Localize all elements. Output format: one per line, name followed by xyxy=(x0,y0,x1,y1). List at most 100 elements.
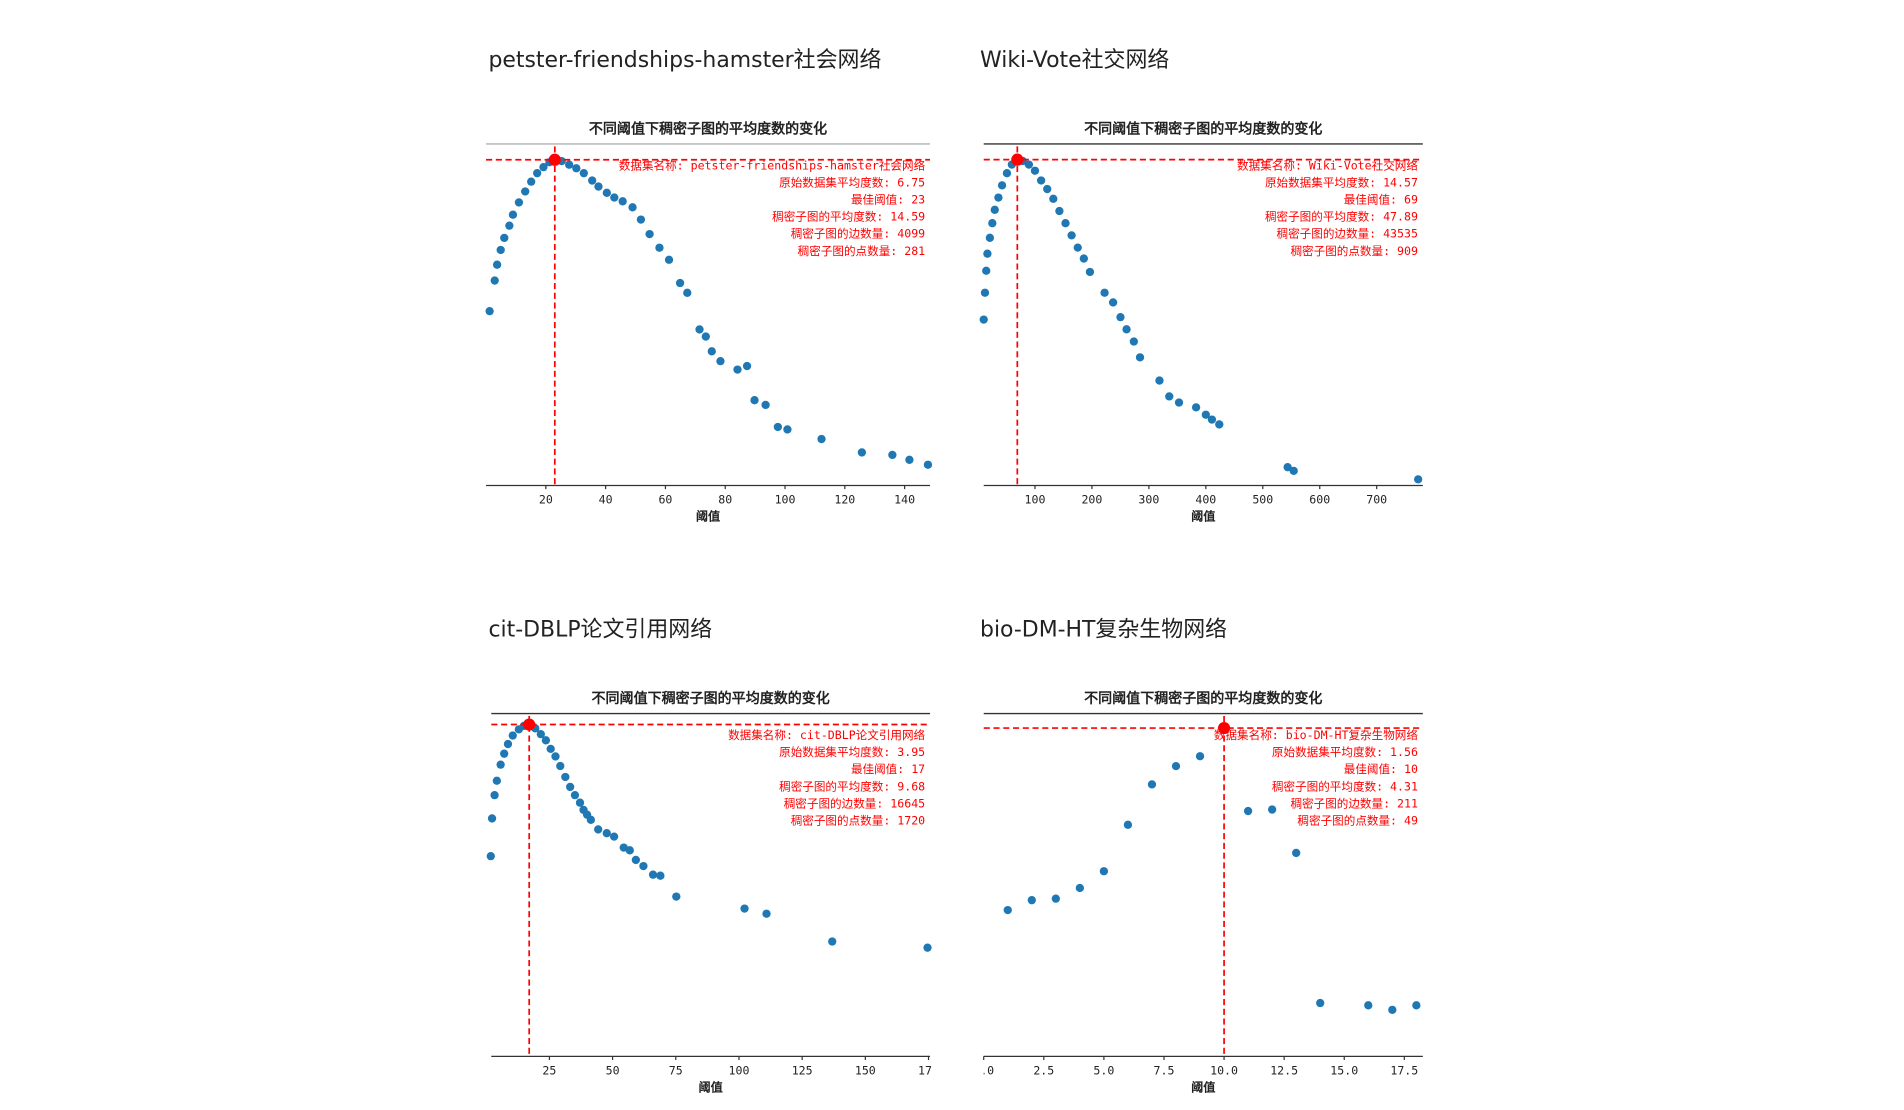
data-point xyxy=(664,255,674,264)
data-point xyxy=(541,736,551,745)
x-tick-label: 125 xyxy=(792,1063,813,1077)
data-point xyxy=(983,249,992,258)
data-point xyxy=(1174,398,1184,407)
data-point xyxy=(1067,231,1076,240)
data-point xyxy=(762,909,771,918)
data-point xyxy=(602,829,611,838)
data-point xyxy=(707,347,716,356)
data-point xyxy=(500,749,509,758)
data-point xyxy=(1195,752,1205,761)
data-point xyxy=(1085,267,1095,277)
x-tick-label: 50 xyxy=(606,1063,620,1077)
data-point xyxy=(1201,410,1210,419)
annotation: 数据集名称: petster-friendships-hamster社会网络 xyxy=(619,158,926,172)
data-point xyxy=(1030,166,1040,175)
data-point xyxy=(521,187,530,196)
data-point xyxy=(505,221,514,230)
annotation: 原始数据集平均度数: 1.56 xyxy=(1272,745,1418,759)
data-point xyxy=(1100,288,1109,297)
best-point xyxy=(1011,153,1024,166)
data-point xyxy=(740,904,749,913)
chart-title: 不同阈值下稠密子图的平均度数的变化 xyxy=(592,690,830,707)
data-point xyxy=(490,791,499,800)
chart-title: 不同阈值下稠密子图的平均度数的变化 xyxy=(589,120,827,137)
annotation: 数据集名称: cit-DBLP论文引用网络 xyxy=(728,728,925,742)
data-point xyxy=(586,815,596,824)
annotation: 稠密子图的点数量: 49 xyxy=(1297,813,1418,827)
data-point xyxy=(1316,998,1325,1008)
x-tick-label: 175 xyxy=(918,1063,939,1077)
best-point xyxy=(1217,721,1231,735)
data-point xyxy=(982,266,991,275)
data-point xyxy=(1051,894,1060,903)
data-point xyxy=(1073,243,1082,252)
data-point xyxy=(1414,475,1423,484)
data-point xyxy=(1135,353,1145,362)
x-tick-label: 7.5 xyxy=(1154,1063,1175,1077)
data-point xyxy=(486,852,495,861)
x-tick-label: 0.0 xyxy=(973,1063,994,1077)
data-point xyxy=(536,729,545,739)
x-tick-label: 17.5 xyxy=(1390,1063,1418,1077)
x-tick-label: 100 xyxy=(775,493,796,507)
section-heading: Wiki-Vote社交网络 xyxy=(980,48,1169,73)
data-point xyxy=(565,782,575,792)
x-tick-label: 140 xyxy=(894,493,915,507)
data-point xyxy=(514,198,524,207)
data-point xyxy=(546,744,555,754)
data-point xyxy=(923,460,933,469)
data-point xyxy=(570,791,580,800)
data-point xyxy=(639,861,648,871)
data-point xyxy=(508,731,517,740)
data-point xyxy=(527,177,536,186)
data-point xyxy=(1123,820,1133,829)
data-point xyxy=(508,210,518,219)
x-axis-label: 阈值 xyxy=(696,509,720,524)
x-tick-label: 25 xyxy=(542,1063,556,1077)
x-tick-labels: 0.0 2.5 5.0 7.5 10.0 12.5 15.0 17.5 xyxy=(973,1063,1419,1077)
data-point xyxy=(1027,896,1036,905)
data-point xyxy=(565,160,574,169)
chart-title: 不同阈值下稠密子图的平均度数的变化 xyxy=(1084,690,1322,707)
data-point xyxy=(1267,805,1277,814)
x-axis-label: 阈值 xyxy=(1191,1080,1215,1095)
data-point xyxy=(988,219,997,228)
data-point xyxy=(1129,337,1138,346)
section-heading: bio-DM-HT复杂生物网络 xyxy=(980,618,1227,643)
data-point xyxy=(997,181,1007,190)
annotation: 稠密子图的平均度数: 9.68 xyxy=(779,779,925,793)
data-point xyxy=(990,205,999,214)
data-point xyxy=(1116,313,1125,322)
annotation: 稠密子图的点数量: 909 xyxy=(1290,244,1418,258)
annotation: 原始数据集平均度数: 14.57 xyxy=(1265,175,1418,189)
data-point xyxy=(761,400,770,410)
annotation: 稠密子图的边数量: 43535 xyxy=(1277,227,1418,241)
x-tick-label: 300 xyxy=(1138,493,1159,507)
annotation: 数据集名称: bio-DM-HT复杂生物网络 xyxy=(1214,728,1418,742)
data-point xyxy=(594,825,603,834)
annotation: 稠密子图的点数量: 1720 xyxy=(791,813,925,827)
annotation: 稠密子图的平均度数: 4.31 xyxy=(1272,779,1418,793)
data-point xyxy=(773,422,783,432)
data-point xyxy=(905,455,914,464)
data-point xyxy=(888,450,897,460)
data-point xyxy=(1043,184,1052,194)
x-tick-label: 100 xyxy=(1025,493,1046,507)
data-point xyxy=(628,203,637,212)
data-point xyxy=(1024,160,1034,169)
data-point xyxy=(490,276,499,285)
data-point xyxy=(1099,867,1109,876)
x-tick-label: 600 xyxy=(1309,493,1330,507)
x-tick-label: 100 xyxy=(729,1063,750,1077)
annotation: 最佳阈值: 69 xyxy=(1344,193,1418,207)
data-point xyxy=(1388,1005,1397,1015)
data-point xyxy=(979,315,988,324)
data-point xyxy=(733,365,742,374)
annotation: 最佳阈值: 23 xyxy=(851,193,925,207)
data-point xyxy=(609,832,619,841)
x-tick-label: 400 xyxy=(1195,493,1216,507)
data-point xyxy=(648,870,658,879)
